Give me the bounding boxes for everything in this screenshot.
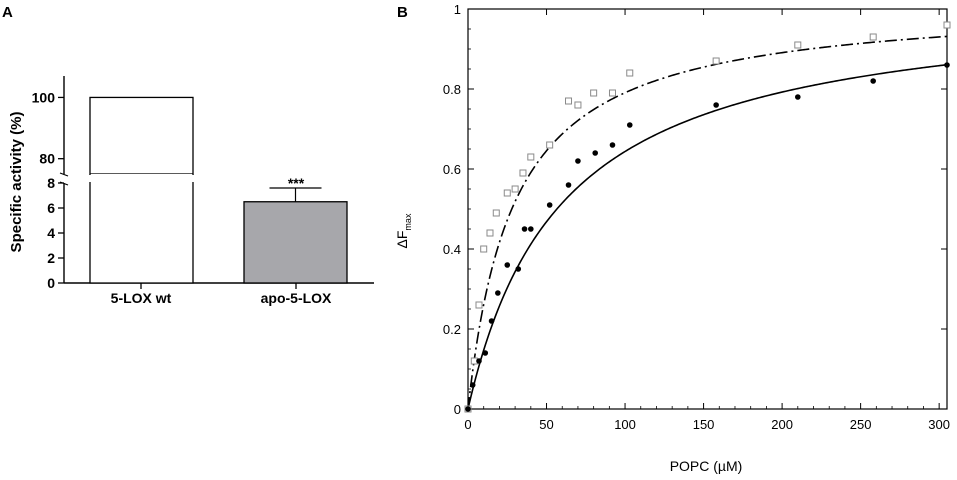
x-tick-label: 300 (928, 417, 950, 432)
data-point-circle (482, 350, 489, 356)
data-point-square (486, 229, 494, 237)
panel-b-binding-chart: B 0 50 100 150 200 250 300 0 0.2 0.4 0.6 0.8 1 POPC … (394, 2, 951, 474)
panel-label-a: A (2, 4, 13, 21)
data-point-circle (795, 94, 801, 100)
panel-b-fit-lines (467, 35, 948, 410)
data-point-square (503, 189, 511, 197)
data-point-circle (713, 102, 719, 108)
data-point-circle (626, 122, 633, 128)
y-tick-label: 0.6 (443, 162, 461, 177)
data-point-circle (488, 318, 495, 324)
data-point-circle (465, 406, 471, 412)
y-tick-label: 4 (47, 225, 55, 241)
panel-b-plot-frame (467, 8, 948, 410)
panel-b-y-axis-label-main: ΔF (394, 231, 410, 249)
data-point-square (519, 169, 527, 177)
data-point-square (565, 97, 573, 105)
y-tick-label: 0 (454, 402, 461, 417)
panel-a-bars (88, 96, 348, 284)
data-point-square (712, 57, 720, 65)
panel-b-x-axis-label: POPC (µM) (670, 458, 743, 474)
bar-0-lower (89, 174, 194, 284)
data-point-circle (476, 358, 482, 364)
data-point-circle (565, 182, 572, 188)
panel-b-axes: 0 50 100 150 200 250 300 0 0.2 0.4 0.6 0.8 1 (443, 2, 950, 432)
x-tick-label: 0 (464, 417, 471, 432)
bar-1 (243, 201, 348, 284)
data-point-square (492, 209, 500, 217)
data-point-square (626, 69, 634, 77)
data-point-circle (870, 78, 876, 84)
x-tick-label: 50 (539, 417, 553, 432)
x-tick-label: 100 (614, 417, 636, 432)
y-tick-label: 6 (47, 200, 55, 216)
y-tick-label: 0 (47, 275, 55, 291)
y-tick-label: 1 (454, 2, 461, 17)
data-point-square (546, 141, 554, 149)
category-label-wt: 5-LOX wt (111, 290, 172, 306)
panel-a-y-axis-label: Specific activity (%) (8, 112, 25, 253)
data-point-circle (504, 262, 511, 268)
data-point-square (511, 185, 519, 193)
data-point-square (574, 101, 582, 109)
significance-marker: *** (288, 175, 305, 191)
data-point-circle (495, 290, 501, 296)
data-point-circle (515, 266, 522, 272)
data-point-square (475, 301, 483, 309)
y-tick-label: 0.8 (443, 82, 461, 97)
panel-label-b: B (397, 4, 408, 21)
fit-curve-0 (467, 35, 948, 410)
data-point-square (480, 245, 488, 253)
data-point-square (869, 33, 877, 41)
x-tick-label: 150 (693, 417, 715, 432)
y-tick-label: 8 (47, 175, 55, 191)
data-point-square (608, 89, 616, 97)
y-tick-label: 2 (47, 250, 55, 266)
bar-0 (89, 96, 194, 175)
y-tick-label: 100 (32, 89, 56, 105)
data-point-square (527, 153, 535, 161)
category-label-apo: apo-5-LOX (261, 290, 332, 306)
panel-b-y-axis-label-sub: max (403, 213, 413, 231)
data-point-circle (469, 382, 476, 388)
data-point-circle (575, 158, 581, 164)
data-point-circle (528, 226, 534, 232)
x-tick-label: 200 (771, 417, 793, 432)
y-tick-label: 0.4 (443, 242, 461, 257)
y-tick-label: 80 (39, 151, 55, 167)
data-point-circle (609, 142, 616, 148)
panel-a-bar-chart: A Specific activity (%) 0 2 4 6 8 80 100 5-LOX… (2, 4, 374, 306)
fit-curve-1 (467, 63, 948, 410)
data-point-circle (521, 226, 528, 232)
panel-b-data-points (464, 21, 951, 413)
panel-b-y-axis-label: ΔFmax (394, 213, 413, 248)
x-tick-label: 250 (850, 417, 872, 432)
data-point-square (943, 21, 951, 29)
bar-break-gap (88, 175, 195, 182)
data-point-square (794, 41, 802, 49)
data-point-circle (592, 150, 599, 156)
axis-break-mark (59, 172, 69, 177)
y-tick-label: 0.2 (443, 322, 461, 337)
data-point-circle (944, 62, 950, 68)
data-point-square (590, 89, 598, 97)
data-point-circle (546, 202, 553, 208)
